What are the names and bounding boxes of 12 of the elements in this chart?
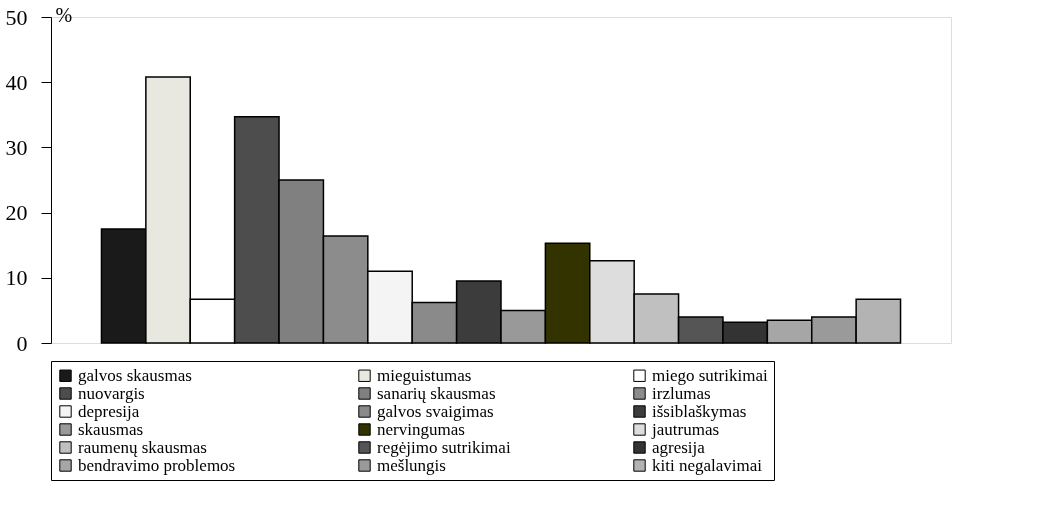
y-tick-label: 0 [16,330,28,356]
y-tick-label: 20 [5,200,28,226]
legend-label: miego sutrikimai [652,365,768,385]
legend-label: mieguistumas [377,365,472,385]
y-axis-title: % [55,3,73,26]
y-tick-label: 10 [5,265,28,291]
legend-label: galvos skausmas [78,365,192,385]
y-tick-label: 30 [5,134,28,160]
y-tick-label: 50 [5,4,28,30]
legend-label: raumenų skausmas [78,437,207,457]
legend-label: išsiblaškymas [652,401,747,421]
y-tick-label: 40 [5,69,28,95]
